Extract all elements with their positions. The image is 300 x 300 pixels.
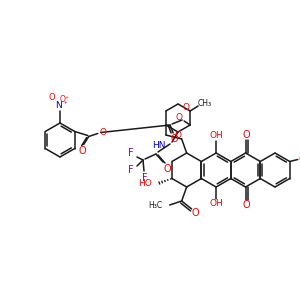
Text: O: O bbox=[298, 155, 300, 164]
Text: O: O bbox=[49, 94, 55, 103]
Text: O: O bbox=[192, 208, 200, 218]
Text: O: O bbox=[79, 146, 86, 157]
Text: F: F bbox=[128, 148, 134, 158]
Text: H₃C: H₃C bbox=[148, 202, 163, 211]
Text: O: O bbox=[243, 200, 250, 210]
Text: O: O bbox=[183, 103, 190, 112]
Text: O: O bbox=[170, 134, 178, 144]
Text: O: O bbox=[163, 164, 171, 174]
Text: HN: HN bbox=[152, 142, 166, 151]
Text: O⁺: O⁺ bbox=[60, 94, 70, 103]
Text: O: O bbox=[174, 131, 181, 140]
Text: O: O bbox=[243, 130, 250, 140]
Text: N: N bbox=[55, 100, 62, 109]
Text: O: O bbox=[176, 112, 183, 122]
Text: O: O bbox=[99, 128, 106, 137]
Text: F: F bbox=[128, 165, 134, 175]
Text: OH: OH bbox=[209, 131, 223, 140]
Text: CH₃: CH₃ bbox=[198, 98, 212, 107]
Text: ⁺: ⁺ bbox=[63, 102, 67, 108]
Text: OH: OH bbox=[209, 200, 223, 208]
Text: F: F bbox=[142, 173, 148, 183]
Text: HO: HO bbox=[138, 179, 152, 188]
